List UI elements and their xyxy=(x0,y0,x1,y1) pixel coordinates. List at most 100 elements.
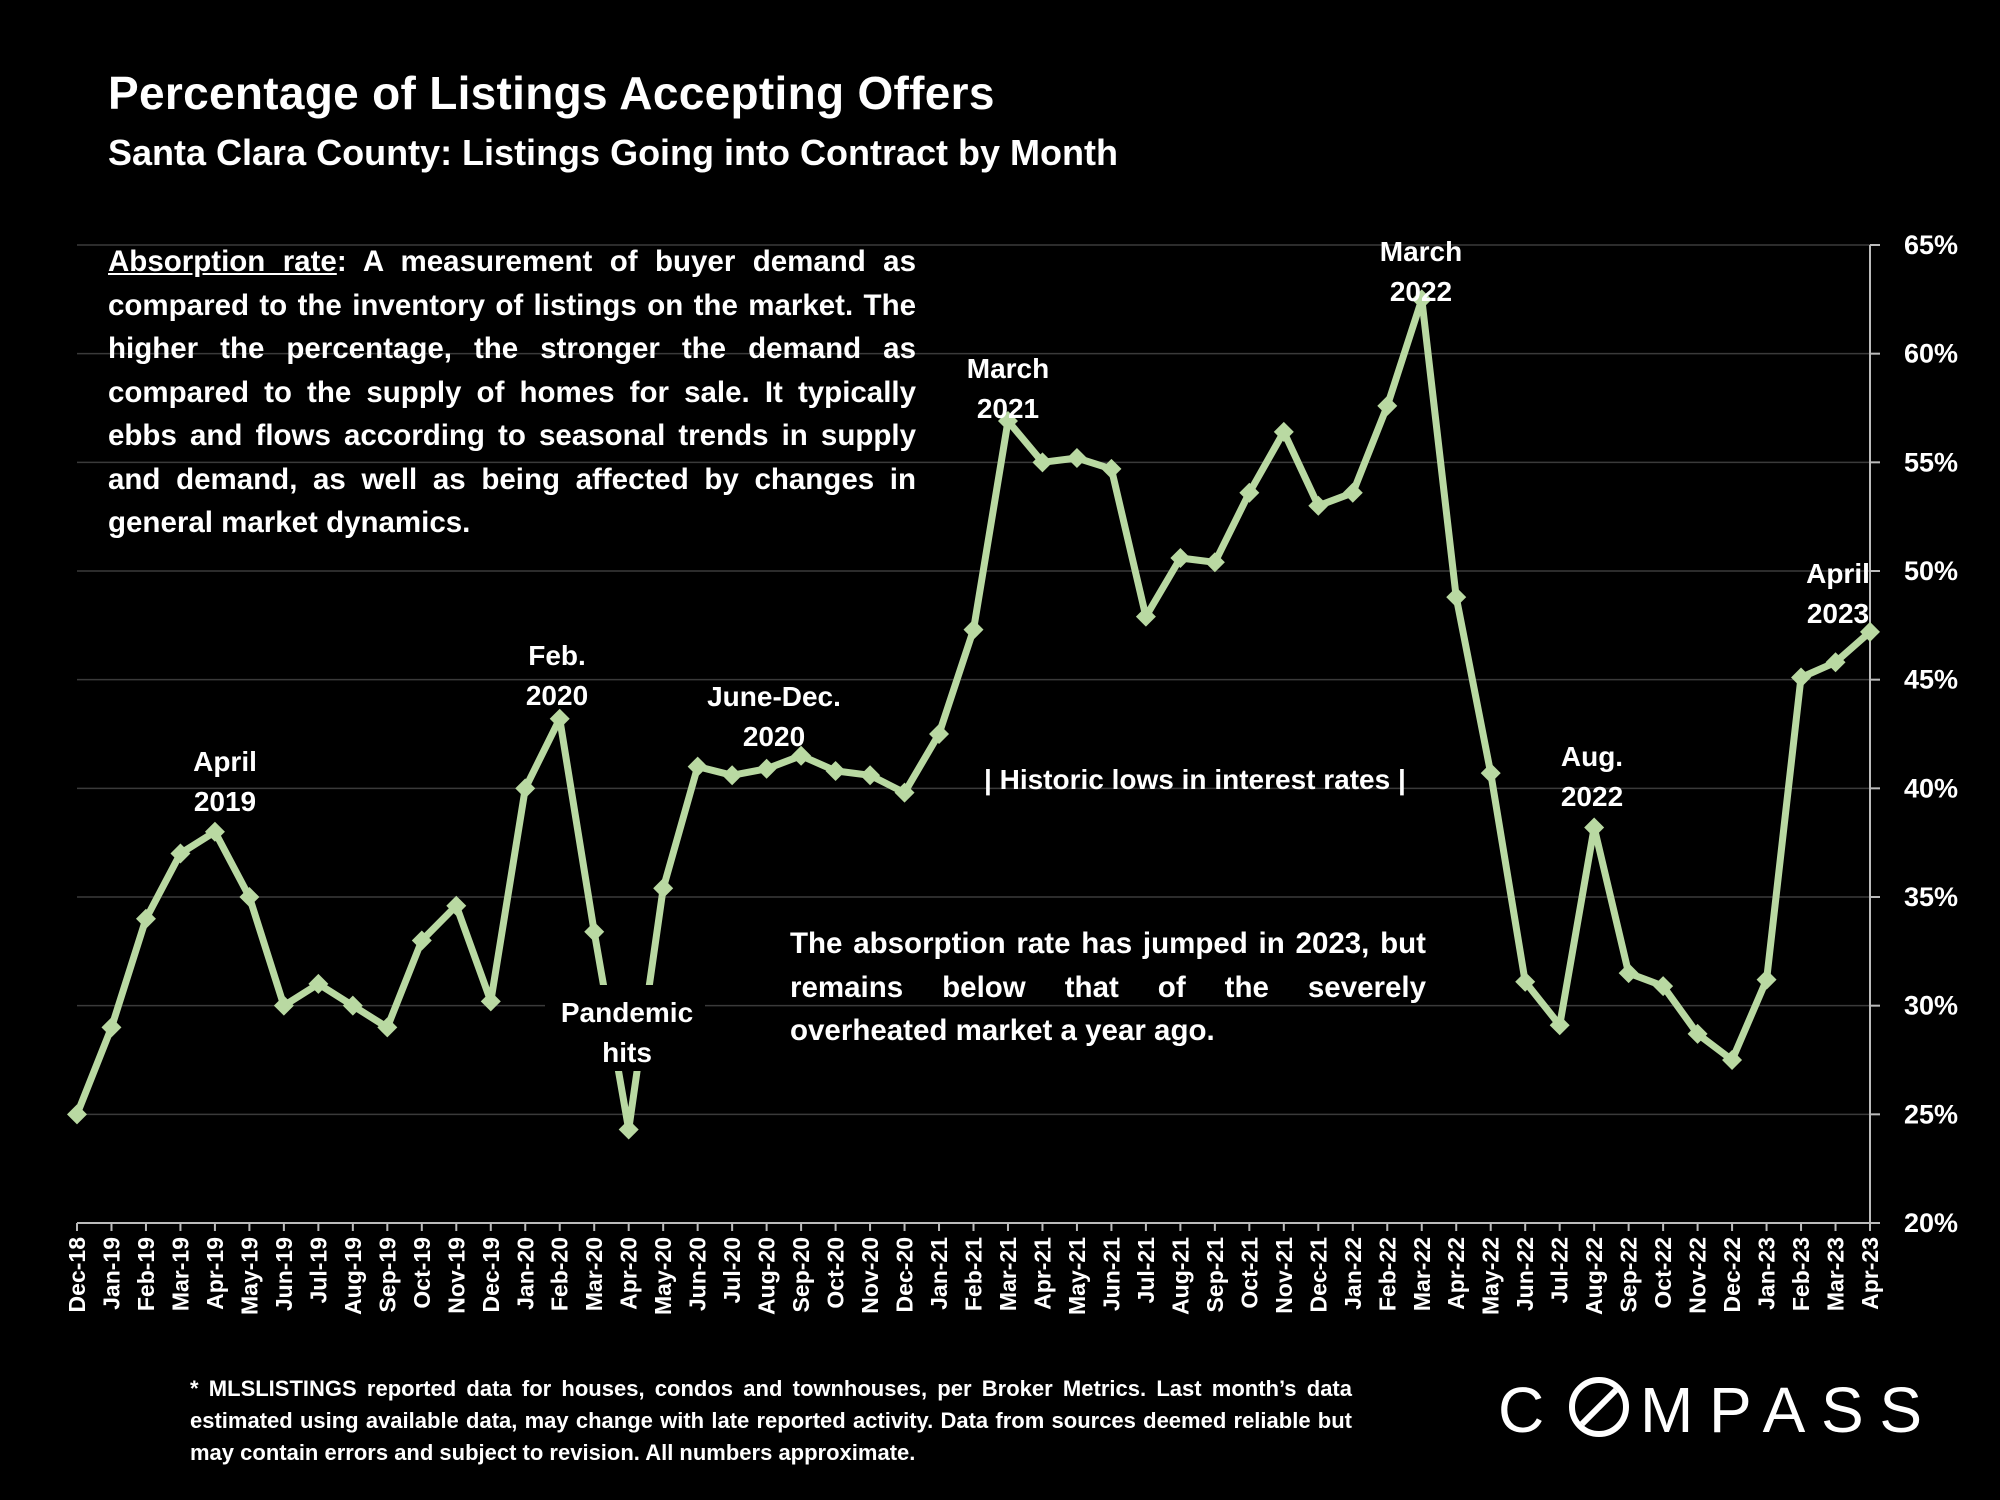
data-point xyxy=(1273,421,1294,442)
data-point xyxy=(67,1104,87,1125)
data-point xyxy=(894,782,915,803)
data-point xyxy=(101,1017,122,1038)
x-tick-label: Mar-21 xyxy=(995,1237,1021,1311)
data-point xyxy=(722,765,743,786)
x-tick-label: Feb-22 xyxy=(1374,1237,1400,1311)
data-point xyxy=(1549,1015,1570,1036)
label-mask xyxy=(545,985,705,1071)
data-point xyxy=(446,895,467,916)
x-tick-label: Jul-22 xyxy=(1547,1237,1573,1303)
y-tick-label: 50% xyxy=(1904,556,1958,586)
y-tick-label: 65% xyxy=(1904,230,1958,260)
y-axis-tick-labels: 20% 25% 30% 35% 40% 45% 50% 55% 60% 65% xyxy=(1904,230,1958,1238)
x-tick-label: Mar-20 xyxy=(581,1237,607,1311)
x-tick-label: Jun-19 xyxy=(271,1237,297,1311)
series-markers xyxy=(67,289,1880,1140)
x-tick-label: Jul-21 xyxy=(1133,1237,1159,1304)
data-point xyxy=(239,887,260,907)
x-tick-label: Oct-22 xyxy=(1650,1237,1676,1309)
data-point xyxy=(1308,495,1329,516)
data-point xyxy=(929,724,950,744)
definition-text: : A measurement of buyer demand as compa… xyxy=(108,245,916,539)
data-point xyxy=(1791,667,1812,688)
x-tick-label: Jul-20 xyxy=(719,1237,745,1303)
data-point xyxy=(1825,652,1846,673)
data-point xyxy=(1653,976,1674,997)
x-tick-label: Dec-22 xyxy=(1719,1237,1745,1312)
data-point xyxy=(1377,395,1398,416)
data-point xyxy=(342,995,363,1016)
data-point xyxy=(997,411,1018,432)
data-point xyxy=(1756,969,1777,990)
y-tick-label: 35% xyxy=(1904,882,1958,912)
svg-text:C: C xyxy=(1498,1374,1544,1442)
x-tick-label: Apr-23 xyxy=(1857,1237,1883,1310)
x-tick-label: Jan-23 xyxy=(1754,1237,1780,1310)
y-tick-label: 45% xyxy=(1904,665,1958,695)
x-tick-label: Nov-22 xyxy=(1685,1237,1711,1314)
x-tick-label: Nov-21 xyxy=(1271,1237,1297,1314)
x-tick-label: Apr-20 xyxy=(616,1237,642,1310)
data-point xyxy=(170,843,191,864)
data-point xyxy=(1239,482,1260,503)
x-tick-label: Sep-22 xyxy=(1616,1237,1642,1312)
x-tick-label: Jun-21 xyxy=(1098,1237,1124,1311)
x-tick-label: Jan-22 xyxy=(1340,1237,1366,1310)
annotation-feb-2020: Feb. 2020 xyxy=(525,640,589,711)
x-tick-label: Oct-19 xyxy=(409,1237,435,1309)
data-point xyxy=(135,908,156,929)
annotation-april-2023: April 2023 xyxy=(1806,558,1870,629)
data-point xyxy=(1446,587,1467,608)
chart-axes xyxy=(76,244,1880,1231)
x-tick-label: Aug-19 xyxy=(340,1237,366,1315)
x-tick-label: May-19 xyxy=(236,1237,262,1315)
x-tick-label: Apr-21 xyxy=(1029,1237,1055,1310)
annotation-interest-rates: | Historic lows in interest rates | xyxy=(984,764,1406,795)
svg-text:MPASS: MPASS xyxy=(1640,1374,1922,1442)
x-tick-label: Aug-20 xyxy=(754,1237,780,1315)
y-tick-label: 20% xyxy=(1904,1208,1958,1238)
x-tick-label: Mar-19 xyxy=(167,1237,193,1311)
x-tick-label: Jun-22 xyxy=(1512,1237,1538,1311)
data-point xyxy=(1032,452,1053,473)
x-tick-label: Oct-21 xyxy=(1236,1237,1262,1309)
x-tick-label: May-21 xyxy=(1064,1237,1090,1315)
data-point xyxy=(653,878,674,899)
data-point xyxy=(1480,763,1501,784)
compass-logo-mark: C MPASS xyxy=(1498,1374,1922,1442)
x-tick-label: Mar-23 xyxy=(1823,1237,1849,1311)
x-tick-label: Aug-21 xyxy=(1167,1237,1193,1315)
x-axis-tick-labels: Dec-18 Jan-19 Feb-19 Mar-19 Apr-19 May-19 Jun-… xyxy=(64,1237,1883,1315)
annotation-aug-2022: Aug. 2022 xyxy=(1560,741,1624,812)
page-title: Percentage of Listings Accepting Offers xyxy=(108,67,995,119)
page-subtitle: Santa Clara County: Listings Going into … xyxy=(108,132,1118,173)
x-tick-label: May-22 xyxy=(1478,1237,1504,1315)
data-point xyxy=(1584,817,1605,838)
data-point xyxy=(618,1119,639,1140)
y-tick-label: 30% xyxy=(1904,991,1958,1021)
annotation-march-2021: March 2021 xyxy=(966,353,1050,424)
x-tick-label: Feb-23 xyxy=(1788,1237,1814,1311)
x-tick-label: Feb-21 xyxy=(961,1237,987,1311)
data-point xyxy=(411,930,432,951)
data-point xyxy=(791,745,812,766)
data-point xyxy=(1722,1050,1743,1070)
x-tick-label: Sep-20 xyxy=(788,1237,814,1312)
y-tick-label: 40% xyxy=(1904,773,1958,803)
x-tick-label: Nov-19 xyxy=(443,1237,469,1314)
data-point xyxy=(1204,552,1225,573)
annotation-april-2019: April 2019 xyxy=(193,746,257,817)
x-tick-label: Dec-21 xyxy=(1305,1237,1331,1313)
x-tick-label: Jan-19 xyxy=(98,1237,124,1310)
data-point xyxy=(308,973,329,994)
x-tick-label: Jan-21 xyxy=(926,1237,952,1310)
y-tick-label: 55% xyxy=(1904,447,1958,477)
data-point xyxy=(1860,621,1880,642)
compass-logo: C MPASS xyxy=(1498,1374,1922,1442)
data-point xyxy=(1066,447,1087,468)
data-point xyxy=(1618,963,1639,984)
data-point xyxy=(584,921,605,942)
x-tick-label: Dec-20 xyxy=(892,1237,918,1312)
data-point xyxy=(825,760,846,781)
